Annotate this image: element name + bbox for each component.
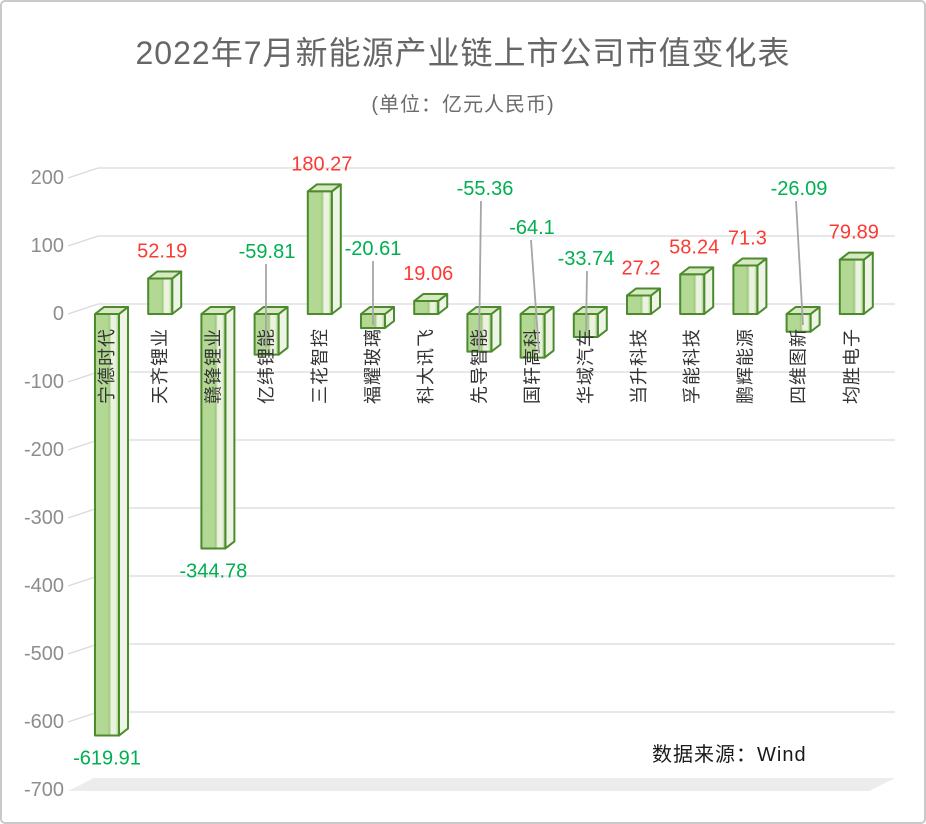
data-label: 180.27 <box>291 153 352 175</box>
leader-line <box>478 200 482 351</box>
y-tick-label: -700 <box>24 779 64 801</box>
data-label: -344.78 <box>179 560 247 582</box>
category-label: 华域汽车 <box>576 328 596 404</box>
data-label: -55.36 <box>457 178 514 200</box>
gridline <box>67 643 895 655</box>
category-label: 孚能科技 <box>682 328 702 404</box>
gridline <box>67 167 895 179</box>
y-tick-label: -100 <box>24 371 64 393</box>
chart-bar-6 <box>413 300 440 316</box>
category-label: 四维图新 <box>789 328 809 404</box>
category-label: 赣锋锂业 <box>203 328 223 404</box>
chart-bar-13 <box>785 313 812 333</box>
data-label: 19.06 <box>403 263 453 285</box>
chart-bar-4 <box>306 190 333 315</box>
leader-line <box>795 200 804 326</box>
category-label: 当升科技 <box>629 328 649 404</box>
data-label: -26.09 <box>771 178 828 200</box>
category-label: 国轩高科 <box>523 328 543 404</box>
gridline <box>67 711 895 723</box>
data-label: -59.81 <box>239 241 296 263</box>
data-label: 79.89 <box>829 222 879 244</box>
gridline <box>67 439 895 451</box>
chart-bar-0 <box>94 313 120 737</box>
chart-subtitle: (单位：亿元人民币) <box>371 94 555 116</box>
y-tick-label: 100 <box>31 235 64 257</box>
data-label: -64.1 <box>509 217 555 239</box>
data-label: -33.74 <box>558 248 615 270</box>
chart-bar-side-2 <box>224 306 236 550</box>
y-tick-label: 0 <box>53 303 64 325</box>
data-label: 71.3 <box>728 228 767 250</box>
leader-line <box>585 270 588 332</box>
chart-bar-side-0 <box>118 306 129 737</box>
category-label: 亿纬锂能 <box>257 328 277 404</box>
data-label: 52.19 <box>137 241 187 263</box>
category-label: 均胜电子 <box>842 328 862 404</box>
category-label: 福耀玻璃 <box>363 328 383 404</box>
data-source-note: 数据来源：Wind <box>652 744 807 766</box>
chart-bar-side-8 <box>543 306 555 359</box>
chart-bar-side-12 <box>756 257 768 315</box>
chart-bar-side-14 <box>862 251 874 315</box>
chart-bar-14 <box>838 258 865 316</box>
y-tick-label: -400 <box>24 575 64 597</box>
data-label: 58.24 <box>669 236 719 258</box>
chart-title: 2022年7月新能源产业链上市公司市值变化表 <box>135 35 791 71</box>
y-tick-label: -600 <box>24 711 64 733</box>
data-label: -20.61 <box>345 238 402 260</box>
chart-bar-12 <box>732 264 759 315</box>
chart-floor <box>68 778 895 791</box>
leader-line <box>530 239 540 354</box>
y-tick-label: 200 <box>31 167 64 189</box>
y-tick-label: -300 <box>24 507 64 529</box>
data-label: -619.91 <box>73 748 141 770</box>
chart-bar-10 <box>626 294 652 315</box>
category-label: 先导智能 <box>469 328 489 404</box>
category-label: 三花智控 <box>310 328 330 404</box>
category-label: 宁德时代 <box>97 328 117 404</box>
chart-bar-1 <box>147 277 174 316</box>
y-tick-label: -200 <box>24 439 64 461</box>
category-label: 天齐锂业 <box>150 328 170 404</box>
gridline <box>67 235 895 247</box>
chart-bar-side-4 <box>330 183 342 315</box>
category-label: 科大讯飞 <box>416 328 436 404</box>
chart-bar-11 <box>679 273 706 315</box>
chart-bar-2 <box>200 313 227 550</box>
y-tick-label: -500 <box>24 643 64 665</box>
chart-bar-8 <box>519 313 546 359</box>
gridline <box>67 507 895 519</box>
category-label: 鹏辉能源 <box>735 328 755 404</box>
data-label: 27.2 <box>622 258 661 280</box>
